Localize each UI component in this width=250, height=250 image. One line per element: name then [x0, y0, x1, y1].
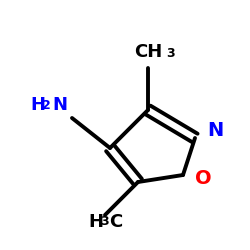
Text: N: N [52, 96, 67, 114]
Text: C: C [109, 213, 122, 231]
Text: 2: 2 [42, 99, 51, 112]
Text: CH: CH [134, 43, 162, 61]
Text: O: O [195, 168, 212, 188]
Text: 3: 3 [166, 47, 174, 60]
Text: 3: 3 [100, 215, 108, 228]
Text: H: H [88, 213, 103, 231]
Text: N: N [207, 120, 223, 140]
Text: H: H [30, 96, 45, 114]
